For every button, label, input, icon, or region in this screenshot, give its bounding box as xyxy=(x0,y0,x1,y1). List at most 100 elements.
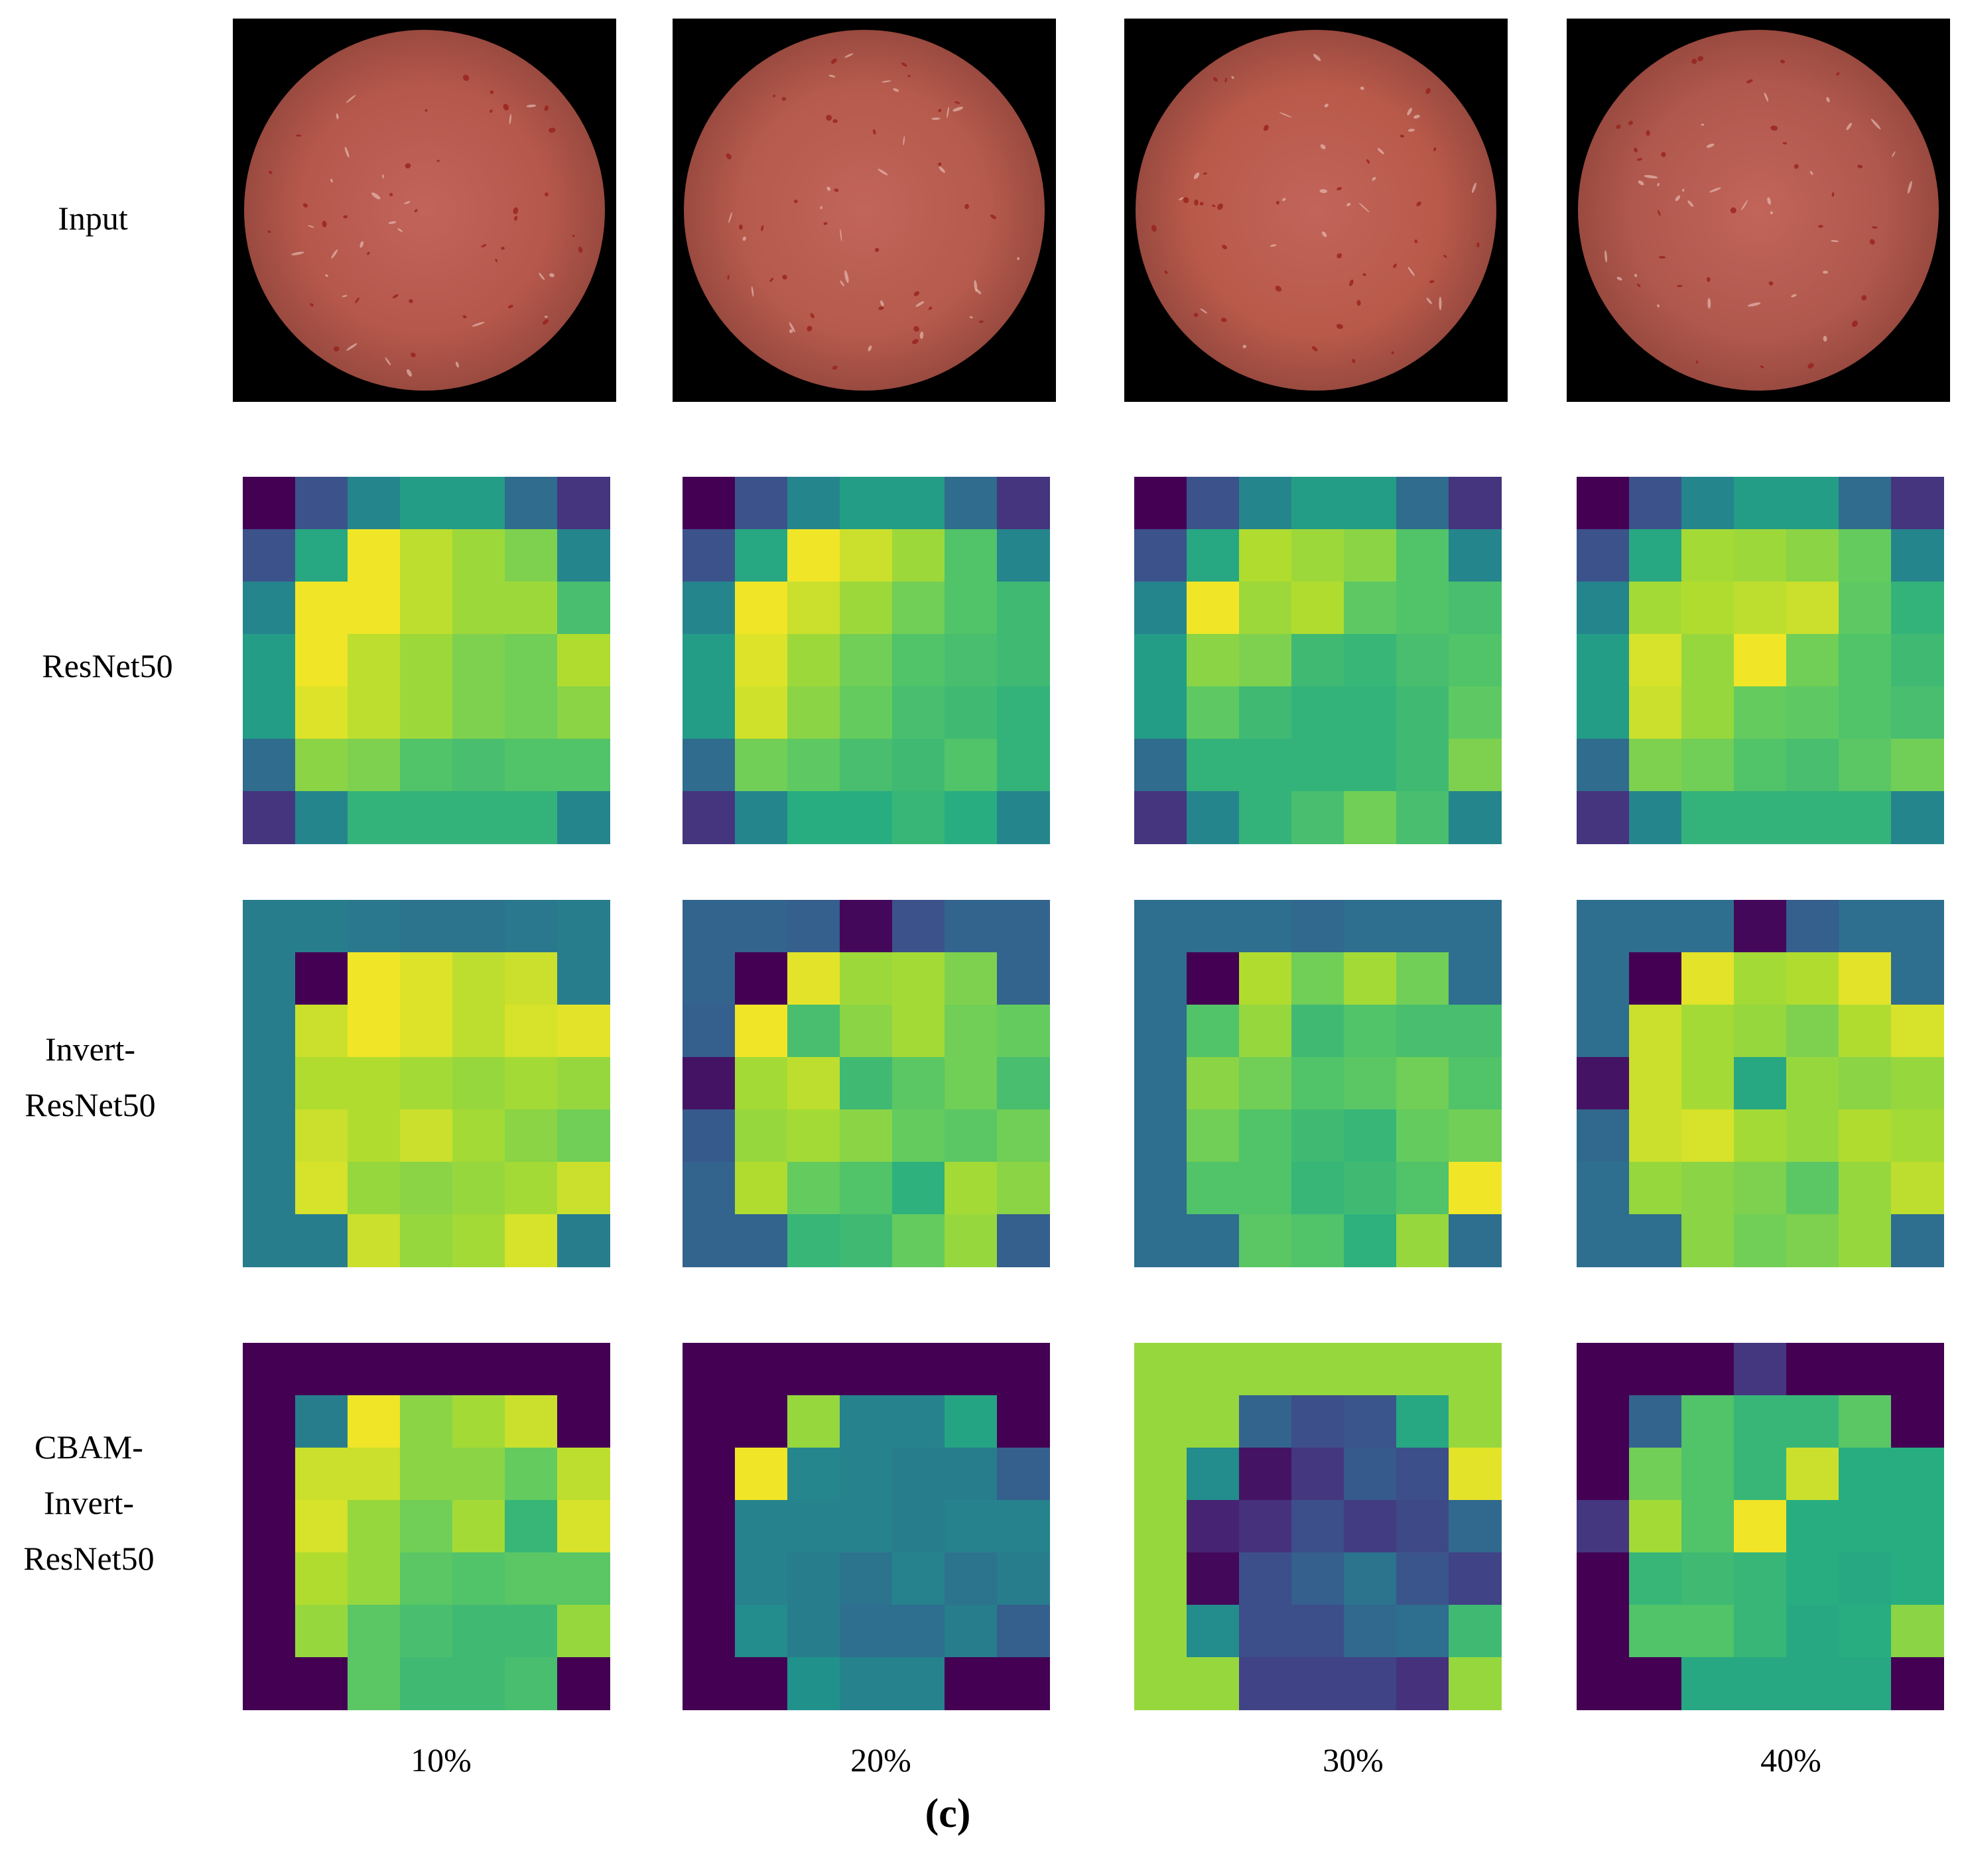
heatmap-cell xyxy=(1396,1162,1449,1215)
heatmap-cell xyxy=(997,477,1050,530)
heatmap-cell xyxy=(557,1448,610,1501)
heatmap-cell xyxy=(452,791,505,844)
heatmap-cell xyxy=(892,477,945,530)
heatmap-cell xyxy=(243,686,296,739)
heatmap-cell xyxy=(1449,634,1502,687)
heatmap-cell xyxy=(243,634,296,687)
heatmap-cell xyxy=(1344,1657,1397,1710)
heatmap-cell xyxy=(1344,529,1397,582)
heatmap-cell xyxy=(400,1605,453,1658)
heatmap-cell xyxy=(683,1657,736,1710)
heatmap-cell xyxy=(683,634,736,687)
heatmap-cell xyxy=(400,686,453,739)
heatmap-cell xyxy=(1449,1605,1502,1658)
heatmap-cbam-invert-resnet50-20 xyxy=(683,1343,1050,1710)
heatmap-cell xyxy=(1134,1448,1187,1501)
heatmap-cell xyxy=(1449,1657,1502,1710)
heatmap-cell xyxy=(243,1005,296,1058)
heatmap-cell xyxy=(892,1005,945,1058)
heatmap-cell xyxy=(1839,1395,1892,1448)
column-label-30: 30% xyxy=(1323,1741,1384,1779)
heatmap-cell xyxy=(1577,1657,1630,1710)
heatmap-cell xyxy=(1577,1605,1630,1658)
input-image-10 xyxy=(233,19,616,402)
heatmap-cell xyxy=(1577,952,1630,1005)
heatmap-cell xyxy=(997,791,1050,844)
heatmap-cell xyxy=(945,739,998,792)
heatmap-cell xyxy=(735,529,788,582)
heatmap-cell xyxy=(348,1109,401,1162)
heatmap-cell xyxy=(1187,1605,1240,1658)
heatmap-cell xyxy=(1239,952,1292,1005)
heatmap-cell xyxy=(997,1395,1050,1448)
heatmap-cell xyxy=(1629,1605,1682,1658)
heatmap-cell xyxy=(892,1109,945,1162)
heatmap-cell xyxy=(735,900,788,953)
heatmap-cell xyxy=(1344,1214,1397,1267)
heatmap-cell xyxy=(1839,582,1892,635)
heatmap-cell xyxy=(348,582,401,635)
heatmap-cell xyxy=(1239,1057,1292,1110)
heatmap-cell xyxy=(1291,477,1344,530)
heatmap-cell xyxy=(1629,1109,1682,1162)
heatmap-cell xyxy=(1239,1448,1292,1501)
heatmap-cell xyxy=(1577,1162,1630,1215)
heatmap-cell xyxy=(1239,1552,1292,1605)
heatmap-cell xyxy=(557,1395,610,1448)
heatmap-cell xyxy=(295,1214,348,1267)
heatmap-cell xyxy=(400,900,453,953)
heatmap-cell xyxy=(997,1214,1050,1267)
heatmap-cell xyxy=(1134,1395,1187,1448)
heatmap-cell xyxy=(683,1395,736,1448)
heatmap-cell xyxy=(683,1605,736,1658)
heatmap-cell xyxy=(1344,1552,1397,1605)
row-label-resnet50: ResNet50 xyxy=(42,647,173,684)
row-label-invert-resnet50: Invert- ResNet50 xyxy=(25,1031,156,1123)
heatmap-cell xyxy=(452,1109,505,1162)
heatmap-cell xyxy=(1629,1448,1682,1501)
heatmap-cell xyxy=(1629,582,1682,635)
heatmap-cell xyxy=(1734,1657,1787,1710)
heatmap-cell xyxy=(557,900,610,953)
row-label-input: Input xyxy=(58,200,128,237)
heatmap-cell xyxy=(1187,1552,1240,1605)
heatmap-cell xyxy=(1786,1162,1839,1215)
heatmap-cell xyxy=(787,1005,840,1058)
heatmap-cell xyxy=(1187,1109,1240,1162)
heatmap-cell xyxy=(295,686,348,739)
heatmap-cell xyxy=(1786,686,1839,739)
heatmap-cell xyxy=(997,952,1050,1005)
heatmap-cell xyxy=(1396,1057,1449,1110)
heatmap-cell xyxy=(787,1214,840,1267)
heatmap-cell xyxy=(840,529,893,582)
heatmap-cell xyxy=(1786,1214,1839,1267)
heatmap-cell xyxy=(683,739,736,792)
heatmap-cell xyxy=(1187,952,1240,1005)
heatmap-cell xyxy=(243,529,296,582)
heatmap-cell xyxy=(945,582,998,635)
heatmap-cell xyxy=(787,900,840,953)
heatmap-cell xyxy=(997,1657,1050,1710)
heatmap-cell xyxy=(1291,1109,1344,1162)
heatmap-cell xyxy=(840,1552,893,1605)
heatmap-cell xyxy=(1344,952,1397,1005)
heatmap-cell xyxy=(892,1214,945,1267)
heatmap-cell xyxy=(557,529,610,582)
heatmap-cell xyxy=(1681,529,1734,582)
heatmap-cell xyxy=(1577,1395,1630,1448)
heatmap-cell xyxy=(1344,634,1397,687)
heatmap-cell xyxy=(1786,477,1839,530)
heatmap-cell xyxy=(1344,582,1397,635)
heatmap-cell xyxy=(400,1057,453,1110)
heatmap-cell xyxy=(505,1057,558,1110)
heatmap-cell xyxy=(348,739,401,792)
heatmap-cell xyxy=(1734,634,1787,687)
heatmap-cell xyxy=(683,582,736,635)
heatmap-cell xyxy=(1134,791,1187,844)
heatmap-cell xyxy=(1577,1552,1630,1605)
heatmap-cell xyxy=(1891,1109,1944,1162)
heatmap-cell xyxy=(1734,1395,1787,1448)
heatmap-cell xyxy=(1681,1005,1734,1058)
heatmap-cell xyxy=(997,1005,1050,1058)
heatmap-cell xyxy=(1839,1552,1892,1605)
